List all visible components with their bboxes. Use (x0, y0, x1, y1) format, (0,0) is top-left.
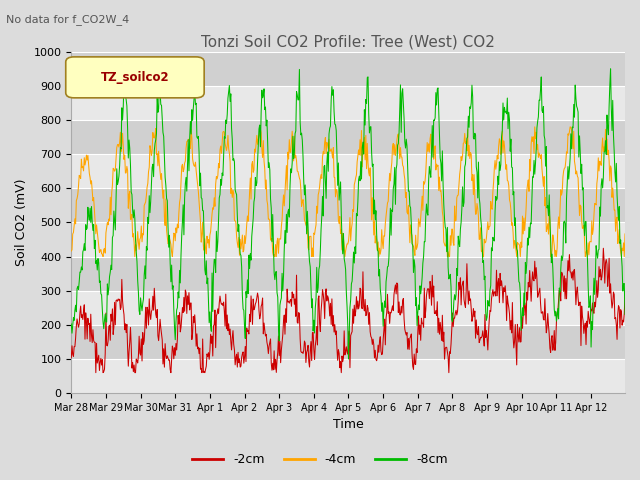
Bar (71, 154, 625, 188)
FancyBboxPatch shape (66, 57, 204, 98)
Bar (71, 120, 625, 154)
Bar (71, 359, 625, 393)
Legend: -2cm, -4cm, -8cm: -2cm, -4cm, -8cm (187, 448, 453, 471)
Bar (71, 86, 625, 120)
Y-axis label: Soil CO2 (mV): Soil CO2 (mV) (15, 179, 28, 266)
Bar (71, 325, 625, 359)
Bar (71, 188, 625, 222)
Bar (71, 291, 625, 325)
Bar (71, 257, 625, 291)
Text: TZ_soilco2: TZ_soilco2 (100, 71, 169, 84)
X-axis label: Time: Time (333, 419, 364, 432)
Title: Tonzi Soil CO2 Profile: Tree (West) CO2: Tonzi Soil CO2 Profile: Tree (West) CO2 (201, 34, 495, 49)
Bar (71, 52, 625, 86)
Bar (71, 222, 625, 257)
Text: No data for f_CO2W_4: No data for f_CO2W_4 (6, 14, 130, 25)
